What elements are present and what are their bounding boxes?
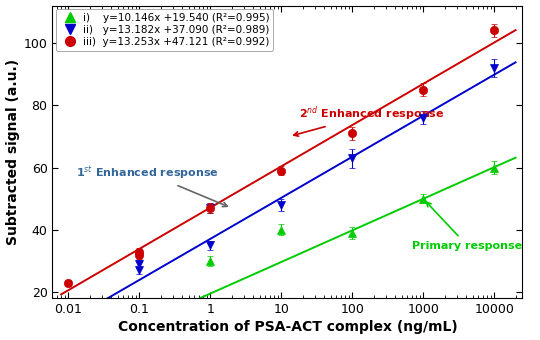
Text: 1$^{st}$ Enhanced response: 1$^{st}$ Enhanced response [76, 164, 227, 207]
X-axis label: Concentration of PSA-ACT complex (ng/mL): Concentration of PSA-ACT complex (ng/mL) [118, 320, 457, 335]
Text: 2$^{nd}$ Enhanced response: 2$^{nd}$ Enhanced response [294, 104, 445, 136]
Text: Primary response: Primary response [412, 202, 522, 251]
Legend: i)    y=10.146x +19.540 (R²=0.995), ii)   y=13.182x +37.090 (R²=0.989), iii)  y=: i) y=10.146x +19.540 (R²=0.995), ii) y=1… [56, 9, 273, 51]
Y-axis label: Subtracted signal (a.u.): Subtracted signal (a.u.) [5, 59, 19, 245]
